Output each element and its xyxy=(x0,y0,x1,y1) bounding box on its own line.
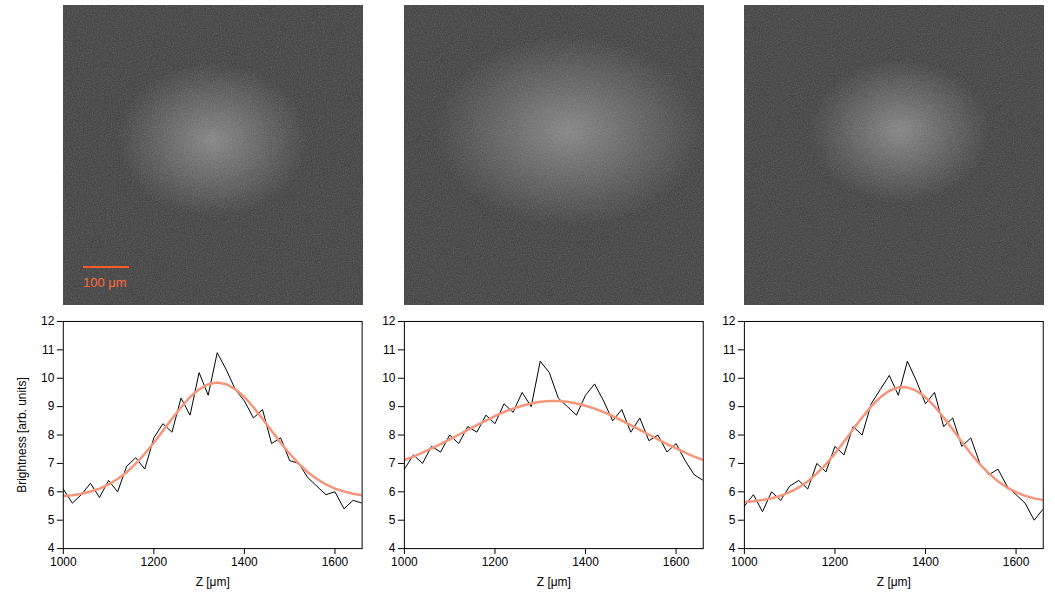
svg-text:7: 7 xyxy=(729,456,736,470)
svg-text:7: 7 xyxy=(48,456,55,470)
svg-text:11: 11 xyxy=(42,343,55,357)
svg-text:11: 11 xyxy=(723,343,736,357)
svg-text:100 μm: 100 μm xyxy=(83,275,127,290)
svg-text:12: 12 xyxy=(382,314,396,328)
svg-text:1200: 1200 xyxy=(141,555,168,569)
svg-text:12: 12 xyxy=(41,314,55,328)
svg-text:1600: 1600 xyxy=(1003,555,1030,569)
svg-text:1600: 1600 xyxy=(662,555,689,569)
svg-text:9: 9 xyxy=(388,399,395,413)
svg-text:5: 5 xyxy=(48,513,55,527)
svg-text:11: 11 xyxy=(383,343,396,357)
svg-text:5: 5 xyxy=(729,513,736,527)
svg-text:1200: 1200 xyxy=(481,555,508,569)
svg-text:Z [μm]: Z [μm] xyxy=(536,575,570,589)
svg-text:1600: 1600 xyxy=(322,555,349,569)
svg-text:1000: 1000 xyxy=(731,555,758,569)
svg-text:10: 10 xyxy=(41,371,55,385)
svg-text:1400: 1400 xyxy=(572,555,599,569)
svg-text:Z [μm]: Z [μm] xyxy=(196,575,230,589)
svg-text:8: 8 xyxy=(729,428,736,442)
svg-text:4: 4 xyxy=(388,541,395,555)
svg-text:6: 6 xyxy=(729,485,736,499)
svg-text:9: 9 xyxy=(729,399,736,413)
svg-text:8: 8 xyxy=(388,428,395,442)
svg-text:12: 12 xyxy=(722,314,736,328)
svg-text:10: 10 xyxy=(722,371,736,385)
svg-text:Brightness [arb. units]: Brightness [arb. units] xyxy=(15,377,29,492)
svg-text:10: 10 xyxy=(382,371,396,385)
svg-text:4: 4 xyxy=(729,541,736,555)
svg-text:1200: 1200 xyxy=(822,555,849,569)
svg-text:9: 9 xyxy=(48,399,55,413)
svg-text:5: 5 xyxy=(388,513,395,527)
svg-text:7: 7 xyxy=(388,456,395,470)
svg-text:1400: 1400 xyxy=(231,555,258,569)
svg-text:4: 4 xyxy=(48,541,55,555)
svg-text:8: 8 xyxy=(48,428,55,442)
svg-text:Z [μm]: Z [μm] xyxy=(877,575,911,589)
svg-text:1000: 1000 xyxy=(50,555,77,569)
svg-text:6: 6 xyxy=(388,485,395,499)
svg-text:1400: 1400 xyxy=(913,555,940,569)
svg-text:6: 6 xyxy=(48,485,55,499)
svg-text:1000: 1000 xyxy=(391,555,418,569)
